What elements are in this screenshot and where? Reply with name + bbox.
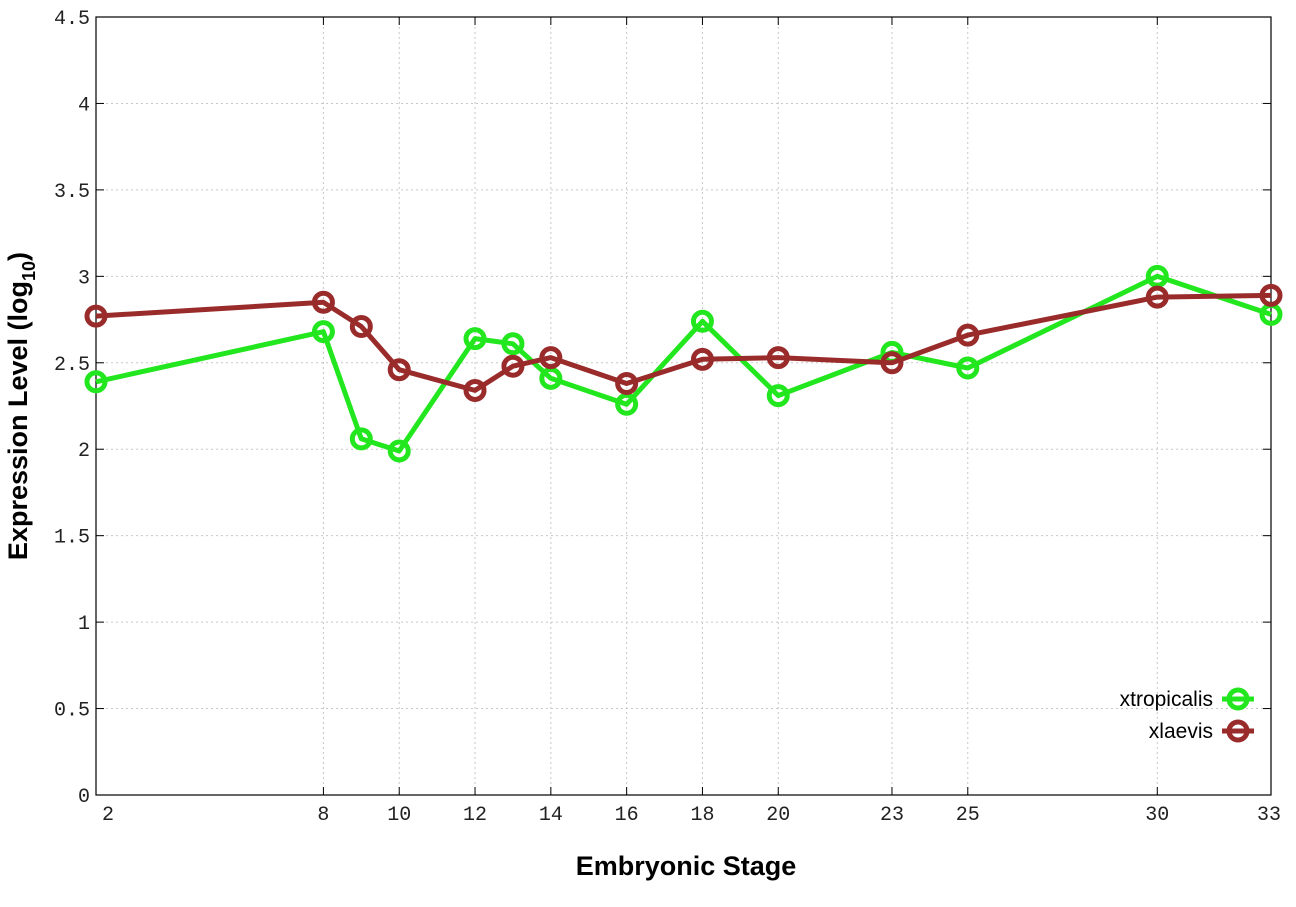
data-point (463, 327, 487, 351)
x-tick-label: 10 (387, 804, 411, 827)
data-point (956, 356, 980, 380)
x-tick-label: 12 (463, 804, 487, 827)
data-point (311, 290, 335, 314)
data-point (1145, 264, 1169, 288)
x-tick-label: 30 (1145, 804, 1169, 827)
y-tick-label: 3.5 (54, 181, 90, 204)
data-point (501, 354, 525, 378)
y-axis-title-close: ) (3, 252, 33, 261)
x-tick-label: 14 (539, 804, 563, 827)
data-point (539, 366, 563, 390)
y-axis-title-main: Expression Level (log (3, 281, 33, 560)
x-axis-title: Embryonic Stage (576, 851, 797, 881)
y-axis-ticks: 0 0.5 1 1.5 2 2.5 3 3.5 4 4.5 (54, 8, 1271, 809)
y-axis-title: Expression Level (log10) (3, 252, 39, 560)
data-point (615, 392, 639, 416)
series-xlaevis (84, 283, 1283, 402)
x-tick-label: 33 (1257, 804, 1281, 827)
data-point (311, 320, 335, 344)
x-axis-ticks: 2 8 10 12 14 16 18 20 23 25 30 33 (95, 17, 1281, 827)
plot-frame (95, 16, 1272, 796)
x-tick-label: 23 (880, 804, 904, 827)
legend-marker (1226, 687, 1250, 711)
data-point (539, 346, 563, 370)
data-point (690, 347, 714, 371)
data-point (387, 358, 411, 382)
data-point (387, 439, 411, 463)
x-tick-label: 20 (766, 804, 790, 827)
data-point (766, 346, 790, 370)
data-point (690, 309, 714, 333)
data-point (84, 370, 108, 394)
y-tick-label: 2.5 (54, 354, 90, 377)
data-point (501, 332, 525, 356)
y-tick-label: 0.5 (54, 700, 90, 723)
grid-lines (96, 17, 1271, 795)
data-point (349, 427, 373, 451)
data-point (766, 384, 790, 408)
data-point (880, 351, 904, 375)
x-tick-label: 25 (956, 804, 980, 827)
legend-marker (1226, 719, 1250, 743)
data-point (1259, 283, 1283, 307)
x-tick-label: 16 (615, 804, 639, 827)
data-point (615, 372, 639, 396)
y-tick-label: 1.5 (54, 527, 90, 550)
data-point (956, 323, 980, 347)
y-tick-label: 4 (78, 94, 90, 117)
legend-label: xtropicalis (1120, 688, 1213, 711)
x-tick-label: 2 (102, 804, 114, 827)
y-tick-label: 4.5 (54, 8, 90, 31)
series-xtropicalis (84, 264, 1283, 463)
y-axis-title-subscript: 10 (19, 261, 39, 281)
x-tick-label: 8 (317, 804, 329, 827)
legend-label: xlaevis (1149, 720, 1213, 743)
legend: xtropicalis xlaevis (1120, 687, 1254, 743)
data-point (1145, 285, 1169, 309)
x-tick-label: 18 (690, 804, 714, 827)
y-tick-label: 2 (78, 440, 90, 463)
y-tick-label: 3 (78, 267, 90, 290)
series-layer (84, 264, 1283, 463)
y-tick-label: 0 (78, 786, 90, 809)
data-point (463, 378, 487, 402)
data-point (84, 304, 108, 328)
y-tick-label: 1 (78, 613, 90, 636)
data-point (349, 314, 373, 338)
